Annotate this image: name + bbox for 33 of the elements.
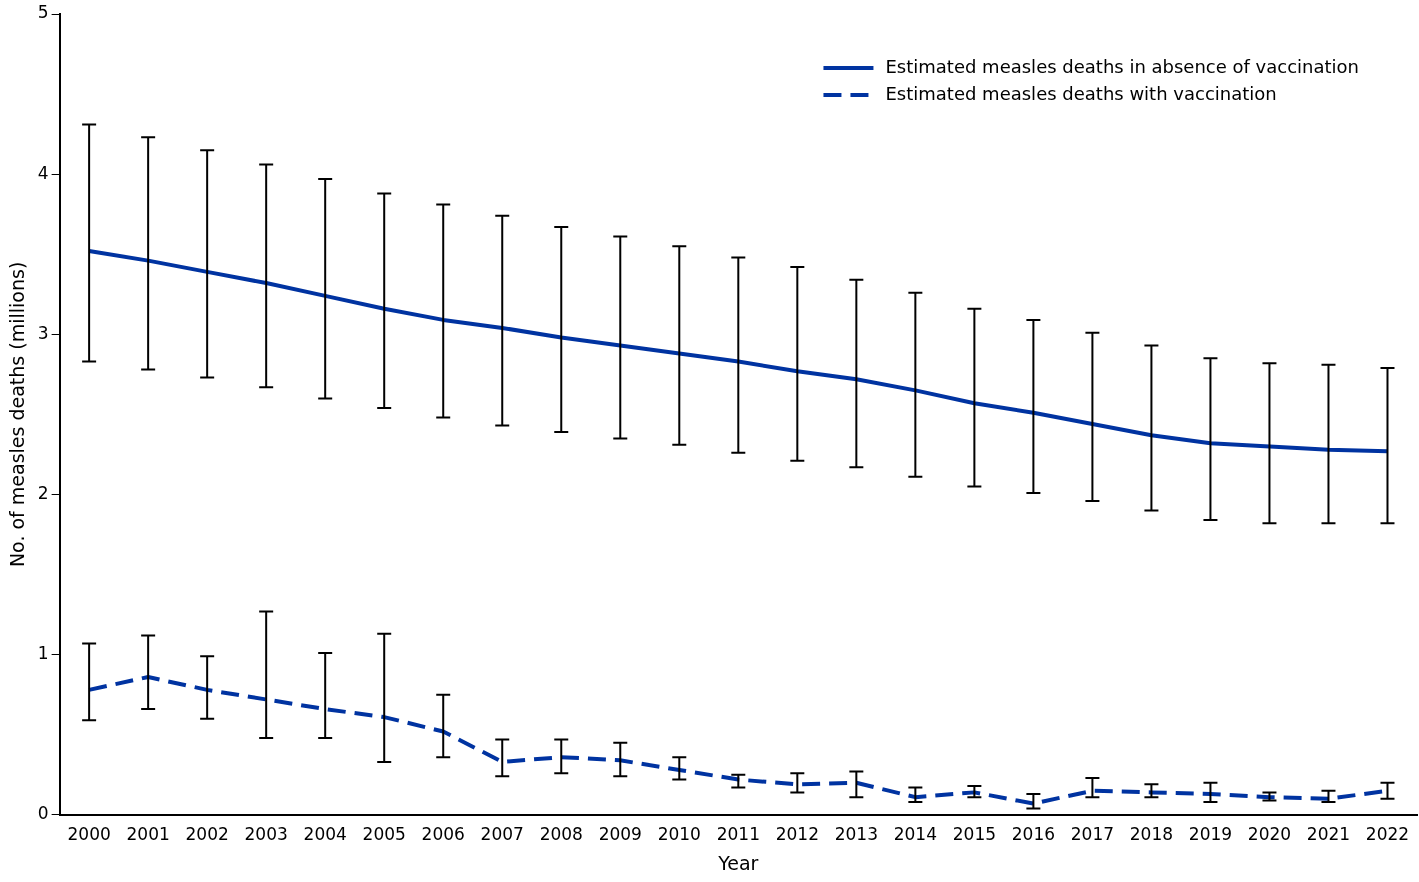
x-axis-title: Year	[717, 851, 759, 874]
x-tick-label: 2018	[1129, 824, 1174, 845]
legend-label: Estimated measles deaths with vaccination	[885, 82, 1277, 104]
x-tick-label: 2017	[1070, 824, 1115, 845]
x-tick-label: 2016	[1011, 824, 1056, 845]
x-tick-label: 2001	[126, 824, 170, 845]
y-tick-label: 1	[37, 643, 49, 664]
x-tick-label: 2009	[598, 824, 642, 845]
x-tick-label: 2006	[421, 824, 465, 845]
x-tick-label: 2002	[185, 824, 229, 845]
x-tick-label: 2010	[657, 824, 701, 845]
x-tick-label: 2000	[67, 824, 111, 845]
x-tick-label: 2012	[775, 824, 819, 845]
x-tick-label: 2019	[1188, 824, 1233, 845]
x-tick-label: 2021	[1306, 824, 1351, 845]
x-tick-label: 2013	[834, 824, 878, 845]
x-tick-label: 2008	[539, 824, 583, 845]
x-tick-label: 2022	[1365, 824, 1410, 845]
y-tick-label: 3	[37, 322, 49, 343]
x-tick-label: 2007	[480, 824, 524, 845]
x-tick-label: 2004	[303, 824, 347, 845]
x-tick-label: 2015	[952, 824, 997, 845]
x-tick-label: 2020	[1247, 824, 1292, 845]
y-tick-label: 4	[37, 162, 49, 183]
y-tick-label: 5	[37, 2, 49, 23]
y-axis-title: No. of measles deaths (millions)	[6, 261, 29, 568]
x-tick-label: 2003	[244, 824, 288, 845]
y-tick-label: 2	[37, 482, 49, 503]
y-tick-label: 0	[37, 803, 49, 824]
x-tick-label: 2011	[716, 824, 760, 845]
legend-label: Estimated measles deaths in absence of vaccination	[885, 55, 1359, 77]
x-tick-label: 2014	[893, 824, 937, 845]
x-tick-label: 2005	[362, 824, 406, 845]
